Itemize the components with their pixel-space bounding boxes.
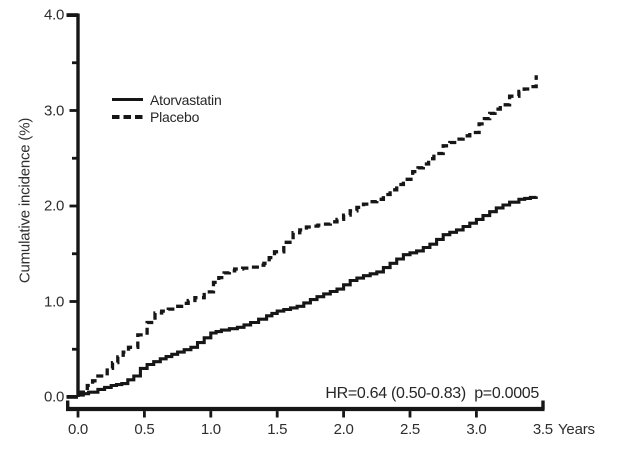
x-tick-label: 1.5: [267, 421, 288, 438]
x-tick: [475, 411, 478, 418]
y-tick-label: 2.0: [44, 197, 64, 215]
y-tick-label: 0.0: [44, 388, 64, 406]
y-major-tick: [69, 204, 78, 208]
y-tick-label: 3.0: [44, 102, 64, 119]
x-tick: [342, 411, 345, 418]
legend-label: Placebo: [150, 108, 200, 125]
x-tick: [76, 411, 80, 418]
curve-atorvastatin: [78, 195, 538, 397]
x-tick-label: 0.5: [134, 421, 155, 438]
y-major-tick: [69, 109, 78, 112]
x-axis-left-hook: [66, 400, 70, 410]
x-tick-label: 3.0: [466, 421, 487, 438]
legend-item-placebo: Placebo: [112, 108, 222, 125]
y-axis-bottom-cap: [66, 395, 78, 399]
hazard-ratio-annotation: HR=0.64 (0.50-0.83) p=0.0005: [325, 385, 539, 402]
curve-placebo: [78, 75, 538, 394]
x-tick-label: 2.0: [333, 421, 354, 438]
x-tick: [209, 411, 213, 418]
x-tick-label: 0.0: [68, 421, 88, 438]
x-axis-unit-label: Years: [558, 421, 595, 438]
y-minor-tick: [72, 61, 78, 65]
y-minor-tick: [72, 156, 78, 160]
dashed-line-swatch: [112, 114, 143, 119]
x-tick: [275, 411, 279, 418]
y-tick-label: 4.0: [44, 6, 64, 24]
x-axis-right-hook: [541, 400, 545, 410]
y-minor-tick: [72, 252, 78, 256]
y-axis-top-cap: [66, 13, 78, 17]
y-tick-label: 1.0: [44, 293, 64, 310]
y-minor-tick: [72, 347, 78, 351]
legend-label: Atorvastatin: [150, 91, 222, 108]
y-major-tick: [69, 300, 78, 303]
legend: Atorvastatin Placebo: [112, 91, 222, 125]
x-tick: [408, 411, 412, 418]
x-tick-label: 2.5: [400, 421, 420, 438]
x-tick-label: 1.0: [200, 421, 221, 438]
x-tick: [143, 411, 146, 418]
x-tick-label: 3.5: [532, 421, 553, 438]
legend-item-atorvastatin: Atorvastatin: [112, 91, 222, 108]
solid-line-swatch: [112, 97, 143, 102]
